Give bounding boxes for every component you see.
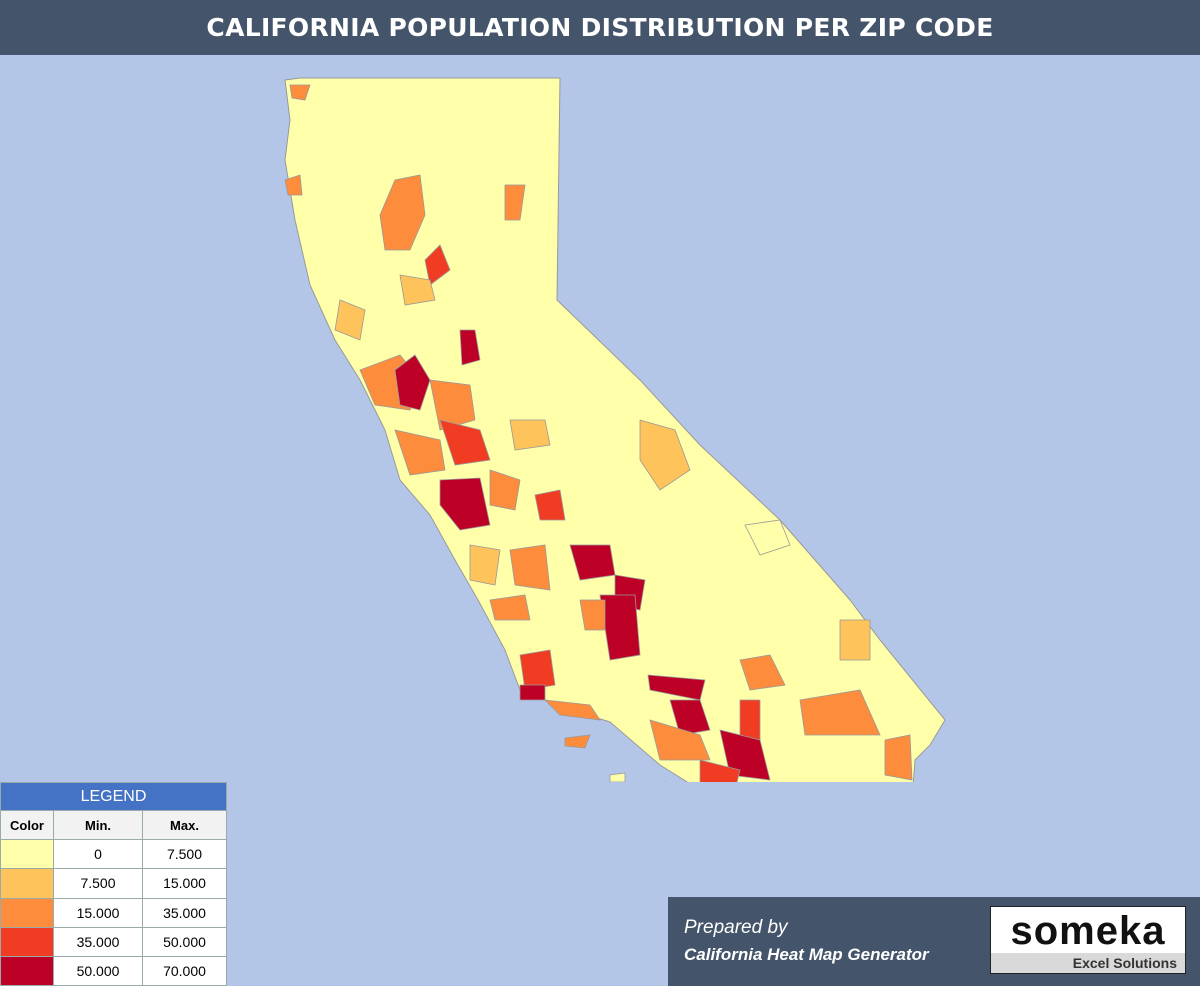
legend-swatch <box>0 926 54 957</box>
region <box>394 429 446 476</box>
legend: LEGEND Color Min. Max. 0 7.500 7.500 15.000… <box>0 781 227 986</box>
legend-rows: 0 7.500 7.500 15.000 15.000 35.000 35.000 50.00… <box>0 839 227 986</box>
region <box>459 329 481 366</box>
region <box>489 594 531 621</box>
region <box>649 719 711 761</box>
region <box>534 489 566 521</box>
region <box>469 544 501 586</box>
map <box>284 77 946 782</box>
legend-swatch <box>0 868 54 899</box>
region <box>739 699 761 741</box>
footer: Prepared by California Heat Map Generato… <box>668 897 1200 986</box>
legend-swatch <box>0 897 54 928</box>
region <box>543 699 601 721</box>
region <box>579 599 606 631</box>
prepared-by: Prepared by <box>684 917 788 938</box>
region <box>699 759 741 782</box>
region <box>719 729 771 781</box>
region <box>504 184 526 221</box>
legend-row: 15.000 35.000 <box>0 897 227 928</box>
region <box>884 734 913 781</box>
legend-min: 7.500 <box>53 868 143 899</box>
region <box>379 174 426 251</box>
legend-swatch <box>0 955 54 986</box>
region <box>669 699 711 736</box>
legend-row: 35.000 50.000 <box>0 926 227 957</box>
logo: someka Excel Solutions <box>990 906 1186 974</box>
legend-min: 15.000 <box>53 897 143 928</box>
legend-row: 50.000 70.000 <box>0 955 227 986</box>
legend-row: 7.500 15.000 <box>0 868 227 899</box>
legend-max: 50.000 <box>142 926 227 957</box>
region <box>509 544 551 591</box>
legend-title: LEGEND <box>0 781 227 812</box>
region <box>439 477 491 531</box>
region <box>394 354 431 411</box>
legend-row: 0 7.500 <box>0 839 227 870</box>
legend-min: 0 <box>53 839 143 870</box>
region <box>639 419 691 491</box>
california <box>284 77 946 782</box>
region <box>739 654 786 691</box>
legend-swatch <box>0 839 54 870</box>
generator-name: California Heat Map Generator <box>684 945 929 964</box>
legend-max: 7.500 <box>142 839 227 870</box>
island <box>744 519 791 556</box>
region <box>439 419 491 466</box>
region <box>424 244 451 286</box>
region <box>489 469 521 511</box>
legend-max: 70.000 <box>142 955 227 986</box>
legend-min: 50.000 <box>53 955 143 986</box>
title: CALIFORNIA POPULATION DISTRIBUTION PER Z… <box>0 0 1200 55</box>
region <box>839 619 871 661</box>
region <box>509 419 551 451</box>
state-outline <box>284 77 946 782</box>
legend-max: 35.000 <box>142 897 227 928</box>
legend-column: Color <box>0 810 54 841</box>
legend-min: 35.000 <box>53 926 143 957</box>
logo-subtitle: Excel Solutions <box>991 953 1185 973</box>
island <box>564 734 591 749</box>
region <box>599 594 641 661</box>
legend-column: Min. <box>53 810 143 841</box>
region <box>399 274 436 306</box>
region <box>519 649 556 691</box>
logo-text: someka <box>1010 909 1166 953</box>
region <box>799 689 881 736</box>
region <box>289 84 311 101</box>
legend-max: 15.000 <box>142 868 227 899</box>
legend-column: Max. <box>142 810 227 841</box>
region <box>519 684 546 701</box>
region <box>284 174 303 196</box>
region <box>334 299 366 341</box>
region <box>429 379 476 431</box>
island <box>609 772 626 782</box>
